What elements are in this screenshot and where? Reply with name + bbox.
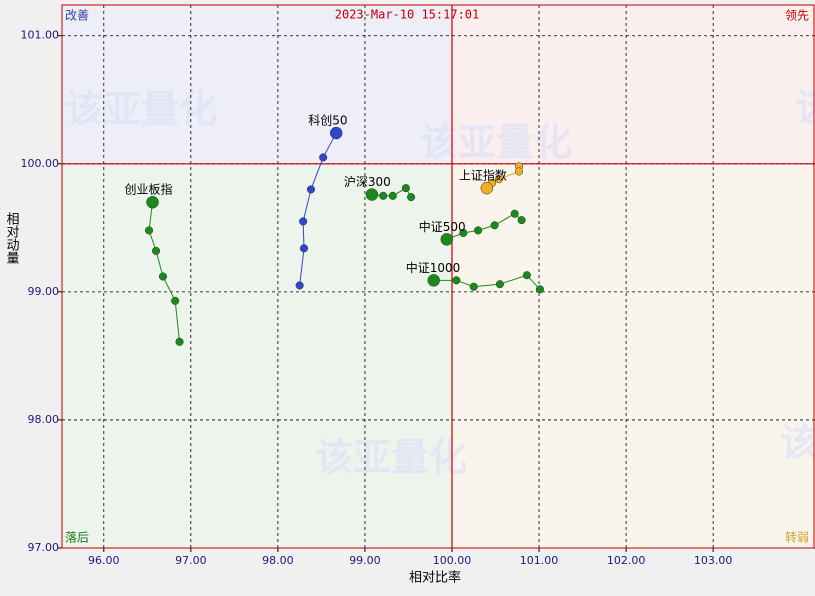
quadrant-lagging [62, 164, 452, 548]
quadrant-improving [62, 5, 452, 164]
quadrant-label: 落后 [65, 531, 89, 545]
head-point [330, 127, 342, 139]
trail-point [319, 154, 327, 162]
trail-point [159, 273, 167, 281]
plot-area: 该亚量化该亚量化该亚量化该亚量化该亚量化96.0097.0098.0099.00… [21, 5, 815, 567]
y-tick-label: 97.00 [28, 541, 60, 554]
series-label: 中证1000 [406, 260, 461, 275]
trail-point [491, 221, 499, 229]
x-tick-label: 97.00 [175, 554, 207, 567]
watermark: 该亚量化 [420, 121, 572, 165]
y-tick-label: 101.00 [21, 29, 60, 42]
series-label: 中证500 [419, 219, 466, 234]
series-label: 沪深300 [344, 175, 391, 189]
quadrant-label: 转弱 [785, 530, 809, 545]
trail-point [470, 283, 478, 291]
quadrant-label: 改善 [65, 8, 89, 23]
watermark: 该亚量化 [780, 421, 815, 465]
trail-point [518, 216, 526, 224]
head-point [366, 189, 378, 201]
trail-point [296, 282, 304, 290]
trail-point [402, 184, 410, 192]
x-tick-label: 103.00 [694, 554, 733, 567]
trail-point [389, 192, 397, 200]
x-tick-label: 98.00 [262, 554, 294, 567]
y-tick-label: 98.00 [28, 413, 60, 426]
trail-point [152, 247, 160, 255]
watermark: 该亚量化 [315, 436, 467, 480]
trail-point [176, 338, 184, 346]
x-tick-label: 96.00 [88, 554, 120, 567]
x-tick-label: 101.00 [520, 554, 559, 567]
trail-point [145, 227, 153, 235]
quadrant-weakening [452, 164, 815, 548]
series-label: 上证指数 [459, 168, 507, 183]
head-point [481, 182, 493, 194]
trail-point [511, 210, 519, 218]
series-label: 科创50 [308, 114, 347, 128]
series-label: 创业板指 [125, 182, 173, 197]
trail-point [307, 186, 315, 194]
trail-point [523, 271, 531, 279]
trail-point [171, 297, 179, 305]
head-point [147, 196, 159, 208]
head-point [441, 233, 453, 245]
y-axis-title: 相对动量 [4, 212, 20, 264]
watermark: 该亚量化 [795, 86, 815, 130]
trail-point [379, 192, 387, 200]
x-tick-label: 99.00 [349, 554, 381, 567]
watermark: 该亚量化 [65, 88, 217, 132]
trail-point [407, 193, 415, 201]
x-axis-title: 相对比率 [409, 570, 461, 586]
trail-point [496, 280, 504, 288]
x-tick-label: 102.00 [607, 554, 646, 567]
head-point [428, 274, 440, 286]
trail-point [474, 227, 482, 235]
trail-point [300, 245, 308, 253]
trail-point [515, 168, 523, 176]
timestamp: 2023-Mar-10 15:17:01 [335, 8, 480, 22]
x-tick-label: 100.00 [433, 554, 472, 567]
trail-point [453, 277, 461, 285]
quadrant-label: 领先 [785, 9, 809, 23]
trail-point [536, 286, 544, 294]
y-tick-label: 100.00 [21, 157, 60, 170]
trail-point [299, 218, 307, 226]
y-tick-label: 99.00 [28, 285, 60, 298]
